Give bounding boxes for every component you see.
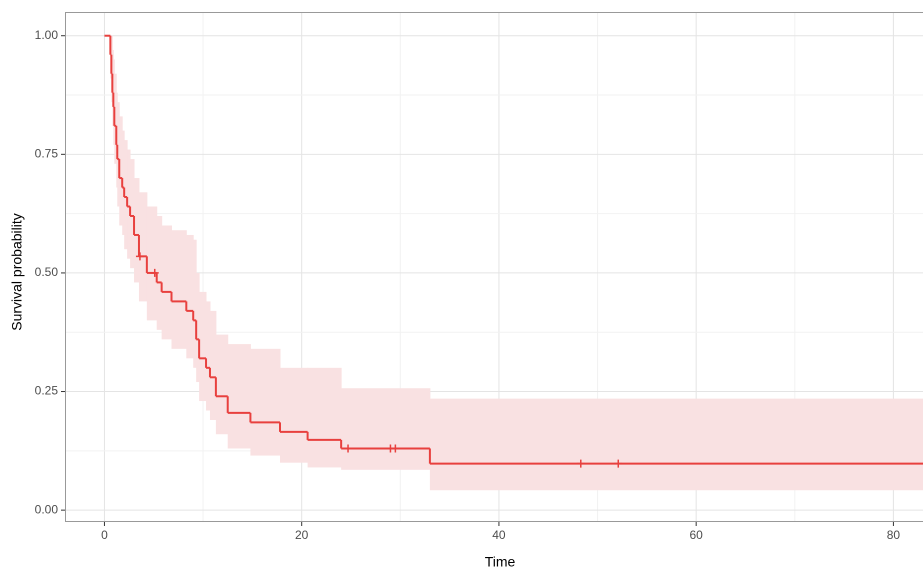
y-tick-label: 0.50 [35, 265, 59, 279]
x-axis-title: Time [485, 554, 516, 570]
confidence-band [279, 367, 309, 463]
confidence-band [114, 73, 117, 164]
confidence-band [119, 116, 123, 226]
y-axis-title: Survival probability [9, 213, 25, 331]
confidence-band [199, 291, 207, 402]
confidence-band [186, 234, 194, 359]
confidence-band [206, 301, 211, 411]
confidence-band [156, 216, 163, 330]
x-tick-label: 0 [101, 528, 108, 542]
confidence-band [215, 334, 229, 435]
confidence-band [209, 310, 217, 420]
x-tick-label: 60 [689, 528, 703, 542]
x-tick-label: 40 [492, 528, 506, 542]
censor-mark [344, 444, 353, 453]
censor-mark [576, 459, 585, 468]
censor-mark [135, 252, 144, 261]
x-tick-label: 80 [887, 528, 901, 542]
confidence-band [429, 398, 923, 491]
y-tick-label: 0.25 [35, 384, 59, 398]
confidence-band [122, 130, 125, 235]
axes: 0 20 40 60 80 0.00 0.25 0.50 0.75 1.00 [35, 28, 901, 542]
confidence-band [227, 344, 251, 449]
confidence-band [138, 192, 148, 302]
confidence-band [196, 272, 200, 383]
y-tick-label: 0.75 [35, 146, 59, 160]
confidence-band [124, 140, 128, 250]
censor-mark [150, 268, 159, 277]
confidence-band [307, 367, 342, 468]
panel-border [65, 12, 923, 522]
y-tick-label: 1.00 [35, 28, 59, 42]
confidence-band [341, 388, 431, 470]
plot-area [104, 34, 923, 491]
confidence-band [127, 149, 131, 259]
censor-mark [391, 444, 400, 453]
confidence-band [134, 178, 140, 283]
confidence-band [161, 225, 173, 340]
confidence-band [193, 239, 197, 368]
censor-mark [614, 459, 623, 468]
y-tick-label: 0.00 [35, 502, 59, 516]
x-tick-label: 20 [295, 528, 309, 542]
confidence-band [130, 159, 135, 269]
confidence-band [250, 348, 281, 456]
confidence-band [146, 206, 158, 321]
confidence-band [171, 230, 187, 349]
confidence-band [117, 102, 120, 207]
